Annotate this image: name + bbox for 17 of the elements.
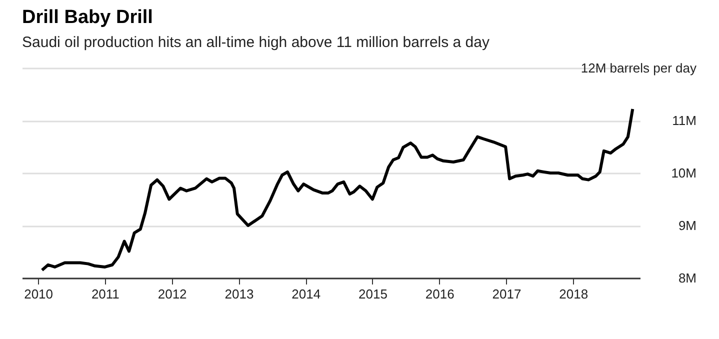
x-tick-label: 2018 xyxy=(559,286,588,302)
x-tick-label: 2015 xyxy=(358,286,388,302)
x-tick-label: 2010 xyxy=(24,286,54,302)
x-tick-label: 2011 xyxy=(91,286,120,302)
x-tick-label: 2012 xyxy=(158,286,187,302)
y-tick-label: 9M xyxy=(678,218,696,233)
x-tick-label: 2017 xyxy=(492,286,522,302)
chart-title: Drill Baby Drill xyxy=(22,7,153,28)
line-series xyxy=(40,107,634,272)
x-tick-label: 2016 xyxy=(425,286,454,302)
y-tick-label: 10M xyxy=(671,166,696,180)
x-tick-label: 2014 xyxy=(292,286,321,302)
y-tick-label: 8M xyxy=(678,270,696,286)
y-tick-label: 12M barrels per day xyxy=(580,60,697,76)
y-tick-label: 11M xyxy=(672,113,696,128)
x-tick-label: 2013 xyxy=(224,286,254,302)
chart-subtitle: Saudi oil production hits an all-time high above 11 million barrels a day xyxy=(22,34,490,51)
